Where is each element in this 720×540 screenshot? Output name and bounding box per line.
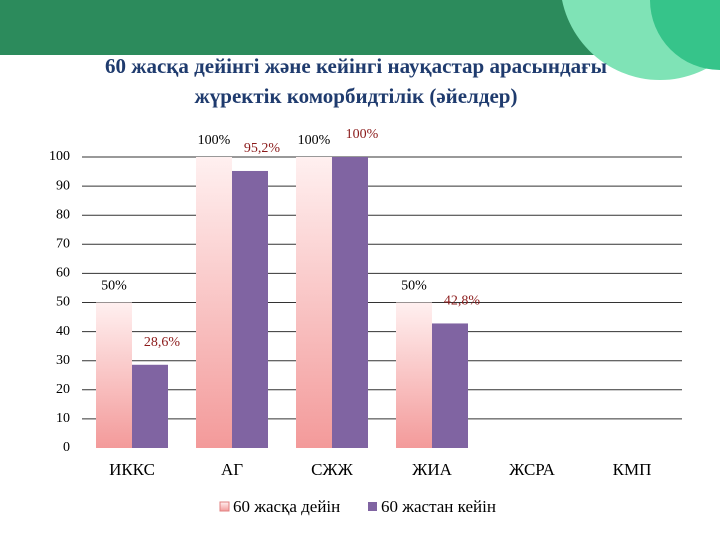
y-tick-label: 50 — [56, 295, 70, 310]
legend-label: 60 жасқа дейін — [233, 497, 340, 516]
bar — [196, 157, 232, 448]
bar — [96, 302, 132, 448]
bar — [432, 323, 468, 448]
data-label: 42,8% — [444, 294, 481, 309]
data-label: 100% — [298, 133, 331, 148]
x-tick-label: ЖСРА — [509, 460, 555, 479]
y-tick-label: 10 — [56, 411, 70, 426]
bar — [296, 157, 332, 448]
data-label: 100% — [198, 133, 231, 148]
bar — [232, 170, 268, 448]
data-label: 50% — [401, 279, 427, 294]
y-tick-label: 80 — [56, 207, 70, 222]
data-label: 100% — [346, 127, 379, 142]
x-tick-label: ИККС — [109, 460, 155, 479]
y-tick-label: 40 — [56, 324, 70, 339]
x-tick-label: СЖЖ — [311, 460, 354, 479]
legend-label: 60 жастан кейін — [381, 497, 496, 516]
data-label: 95,2% — [244, 141, 281, 156]
x-tick-label: КМП — [613, 460, 652, 479]
data-label: 28,6% — [144, 335, 181, 350]
data-label: 50% — [101, 279, 127, 294]
y-tick-label: 30 — [56, 353, 70, 368]
chart-title: 60 жасқа дейінгі және кейінгі науқастар … — [105, 54, 607, 78]
y-tick-label: 20 — [56, 382, 70, 397]
legend-swatch — [219, 501, 230, 512]
bar — [332, 157, 368, 448]
chart-subtitle: жүректік коморбидтілік (әйелдер) — [195, 84, 518, 108]
y-tick-label: 60 — [56, 266, 70, 281]
x-tick-label: ЖИА — [412, 460, 453, 479]
y-tick-label: 0 — [63, 440, 70, 455]
y-tick-label: 70 — [56, 237, 70, 252]
legend-swatch — [368, 502, 377, 511]
x-tick-label: АГ — [221, 460, 243, 479]
y-tick-label: 90 — [56, 178, 70, 193]
y-tick-label: 100 — [49, 149, 70, 164]
bar — [132, 364, 168, 448]
header-decor — [650, 0, 720, 70]
bar — [396, 302, 432, 448]
